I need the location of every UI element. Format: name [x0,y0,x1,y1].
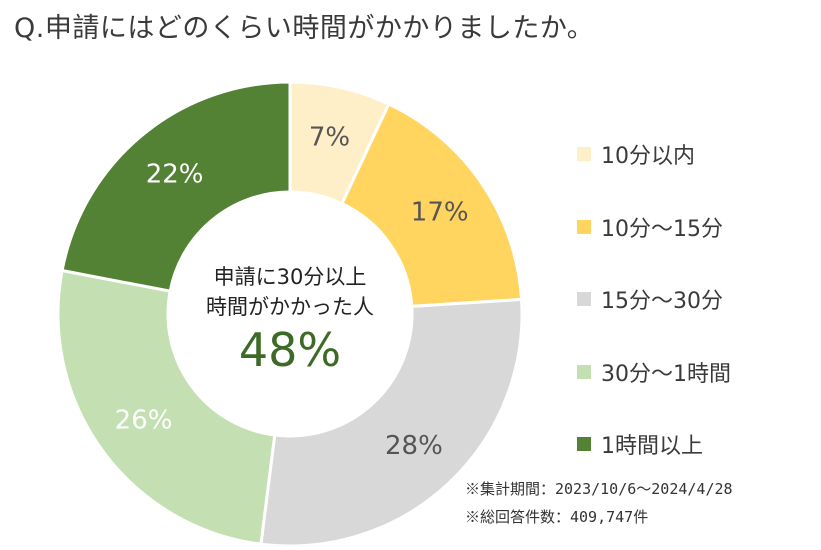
center-line-2: 時間がかかった人 [206,295,374,319]
legend-item-2: 10分～15分 [577,191,731,264]
legend: 10分以内 10分～15分 15分～30分 30分～1時間 1時間以上 [577,118,731,481]
legend-label: 10分～15分 [601,216,723,242]
slice-label-2: 17% [411,197,469,227]
chart-title: Q.申請にはどのくらい時間がかかりましたか。 [14,13,595,44]
legend-label: 30分～1時間 [601,361,731,387]
slice-label-3: 28% [385,431,443,461]
legend-swatch [577,437,591,452]
legend-swatch [577,219,591,234]
legend-item-1: 10分以内 [577,118,731,191]
legend-swatch [577,364,591,379]
legend-label: 15分～30分 [601,289,723,315]
legend-item-5: 1時間以上 [577,408,731,481]
legend-item-4: 30分～1時間 [577,336,731,409]
legend-swatch [577,292,591,307]
total-note: ※総回答件数：409,747件 [465,508,649,526]
slice-label-4: 26% [115,405,173,435]
slice-4 [56,268,277,546]
period-note: ※集計期間：2023/10/6～2024/4/28 [465,480,733,498]
center-value: 48% [238,323,342,377]
legend-label: 10分以内 [601,144,695,170]
slice-5 [60,80,292,293]
slice-3 [259,297,524,548]
slice-label-1: 7% [309,122,350,152]
legend-label: 1時間以上 [601,434,703,460]
center-summary: 申請に30分以上 時間がかかった人 48% [170,262,410,378]
center-line-1: 申請に30分以上 [213,265,367,289]
legend-item-3: 15分～30分 [577,263,731,336]
slice-2 [339,102,524,308]
legend-swatch [577,147,591,162]
slice-label-5: 22% [146,160,204,190]
